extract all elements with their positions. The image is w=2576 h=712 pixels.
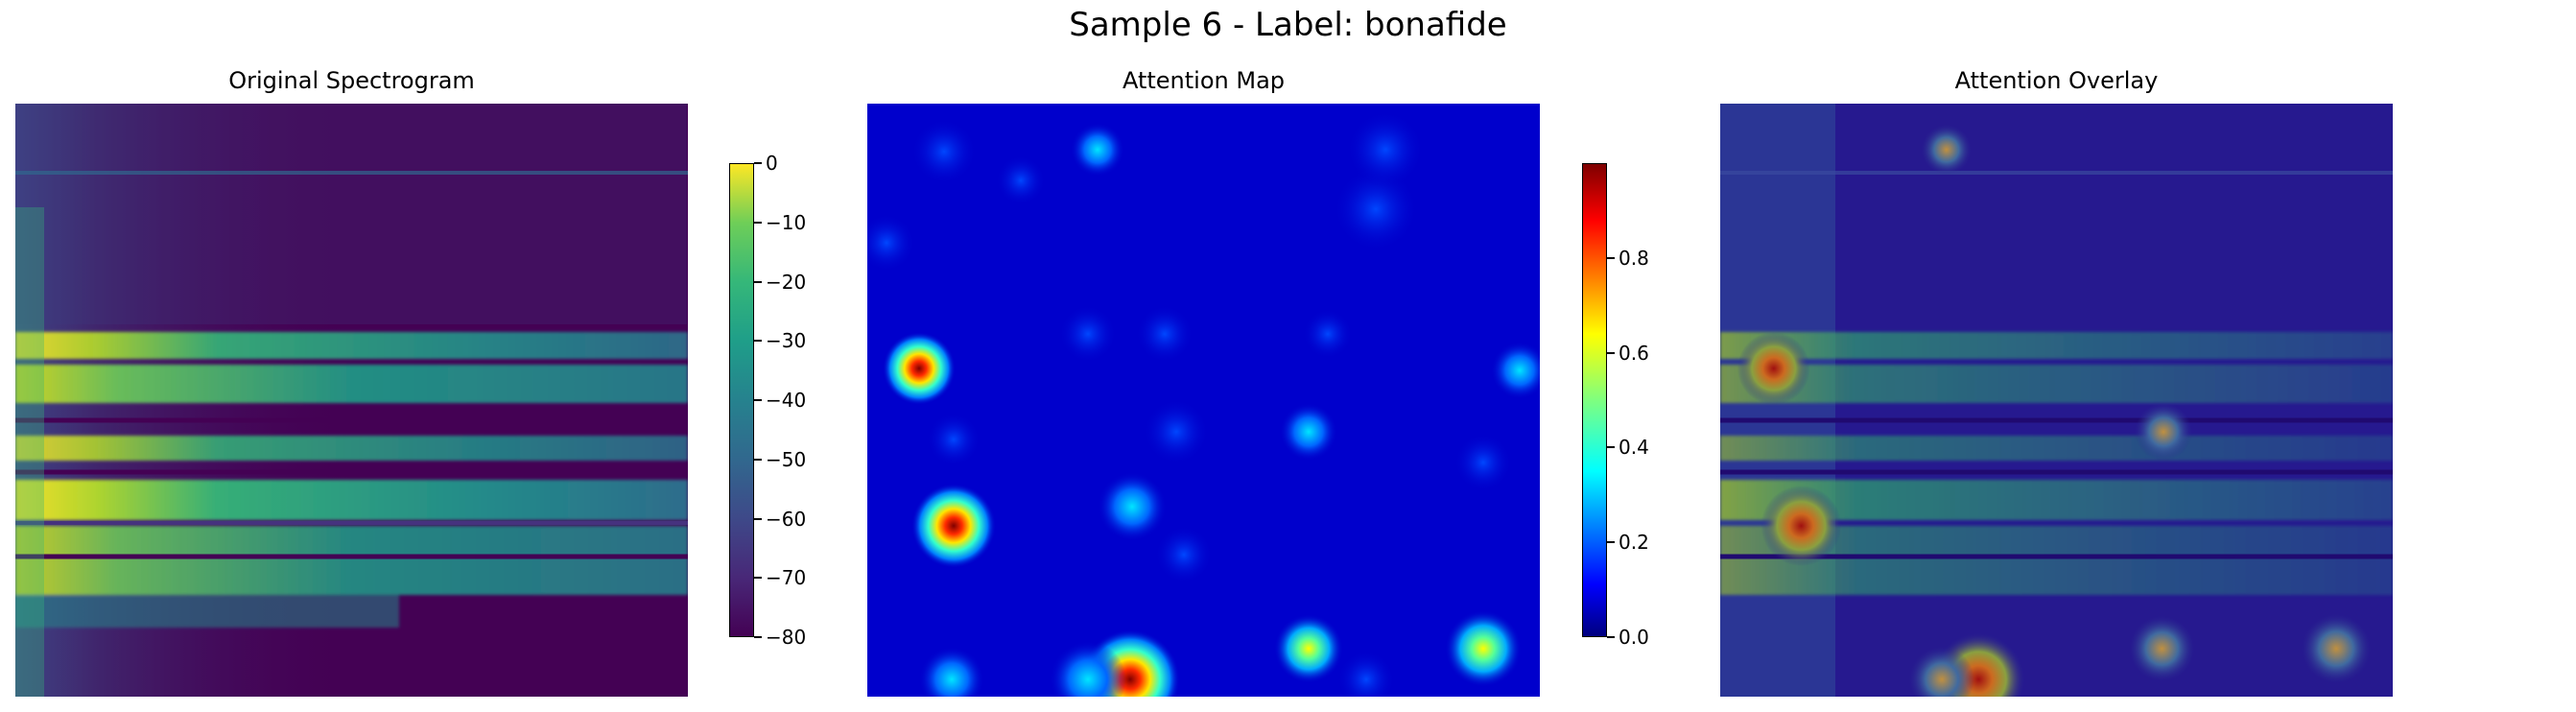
colorbar-tick-label: −60 [766, 507, 807, 531]
attention-hotspot [919, 647, 984, 697]
attention-hotspot [1337, 651, 1395, 697]
overlay-image [1720, 104, 2393, 697]
attention-hotspot [996, 155, 1046, 205]
colorbar-tick-label: 0.4 [1619, 436, 1649, 460]
colorbar-tick [1607, 636, 1615, 638]
attention-hotspot [1144, 399, 1209, 464]
colorbar-tick [754, 280, 762, 283]
attention-hotspot [1491, 342, 1540, 399]
colorbar-tick [754, 458, 762, 461]
attention-hotspot [1347, 111, 1424, 188]
attention-colorbar [1582, 163, 1607, 637]
colorbar-tick [754, 577, 762, 580]
attention-hotspot [911, 484, 996, 568]
colorbar-tick [754, 221, 762, 224]
spectrogram-title: Original Spectrogram [228, 67, 475, 94]
attention-hotspot [867, 214, 915, 272]
attention-hotspot [1071, 123, 1124, 177]
overlay-hotspot [2302, 614, 2372, 683]
colorbar-tick-label: 0.6 [1619, 341, 1649, 365]
colorbar-tick-label: −70 [766, 566, 807, 590]
attention-hotspot [1303, 309, 1353, 359]
attention-hotspot [1445, 610, 1522, 687]
overlay-hotspot [1737, 332, 1810, 405]
attention-hotspot [1050, 641, 1126, 697]
overlay-title: Attention Overlay [1954, 67, 2159, 94]
colorbar-tick [1607, 351, 1615, 354]
spectrogram-colorbar [729, 163, 754, 637]
attention-hotspot [1098, 472, 1167, 541]
overlay-hotspot [2135, 403, 2193, 461]
colorbar-tick-label: −20 [766, 270, 807, 294]
colorbar-tick-label: −80 [766, 626, 807, 649]
colorbar-tick [1607, 541, 1615, 544]
overlay-hotspot [1761, 486, 1842, 566]
overlay-hotspot [2129, 616, 2195, 681]
spectrogram-image [15, 104, 688, 697]
attention-hotspot [1334, 167, 1418, 251]
attention-hotspot [1059, 305, 1117, 363]
colorbar-tick [754, 399, 762, 401]
attention-hotspot [927, 413, 981, 466]
colorbar-tick-label: 0.8 [1619, 246, 1649, 270]
colorbar-tick [754, 162, 762, 164]
colorbar-tick-label: 0.0 [1619, 626, 1649, 649]
colorbar-tick [754, 340, 762, 343]
colorbar-tick-label: −30 [766, 329, 807, 353]
attention-hotspot [1280, 403, 1337, 461]
attention-hotspot [1274, 614, 1343, 683]
attention-hotspot [1155, 526, 1213, 583]
colorbar-tick-label: −50 [766, 447, 807, 471]
colorbar-tick [754, 517, 762, 520]
attention-map-image [867, 104, 1540, 697]
overlay-hotspot [1909, 647, 1975, 697]
colorbar-tick-label: −40 [766, 389, 807, 412]
colorbar-tick-label: 0 [766, 152, 778, 175]
attention-hotspot [1454, 434, 1512, 491]
colorbar-tick [1607, 256, 1615, 259]
attention-hotspot [911, 119, 977, 184]
attention-hotspot [883, 332, 956, 405]
figure-title: Sample 6 - Label: bonafide [1069, 6, 1507, 44]
attention-map-title: Attention Map [1122, 67, 1286, 94]
colorbar-tick [1607, 446, 1615, 449]
overlay-hotspot [1921, 125, 1972, 175]
attention-hotspot [1136, 305, 1193, 363]
colorbar-tick [754, 636, 762, 638]
colorbar-tick-label: −10 [766, 210, 807, 234]
colorbar-tick-label: 0.2 [1619, 531, 1649, 555]
